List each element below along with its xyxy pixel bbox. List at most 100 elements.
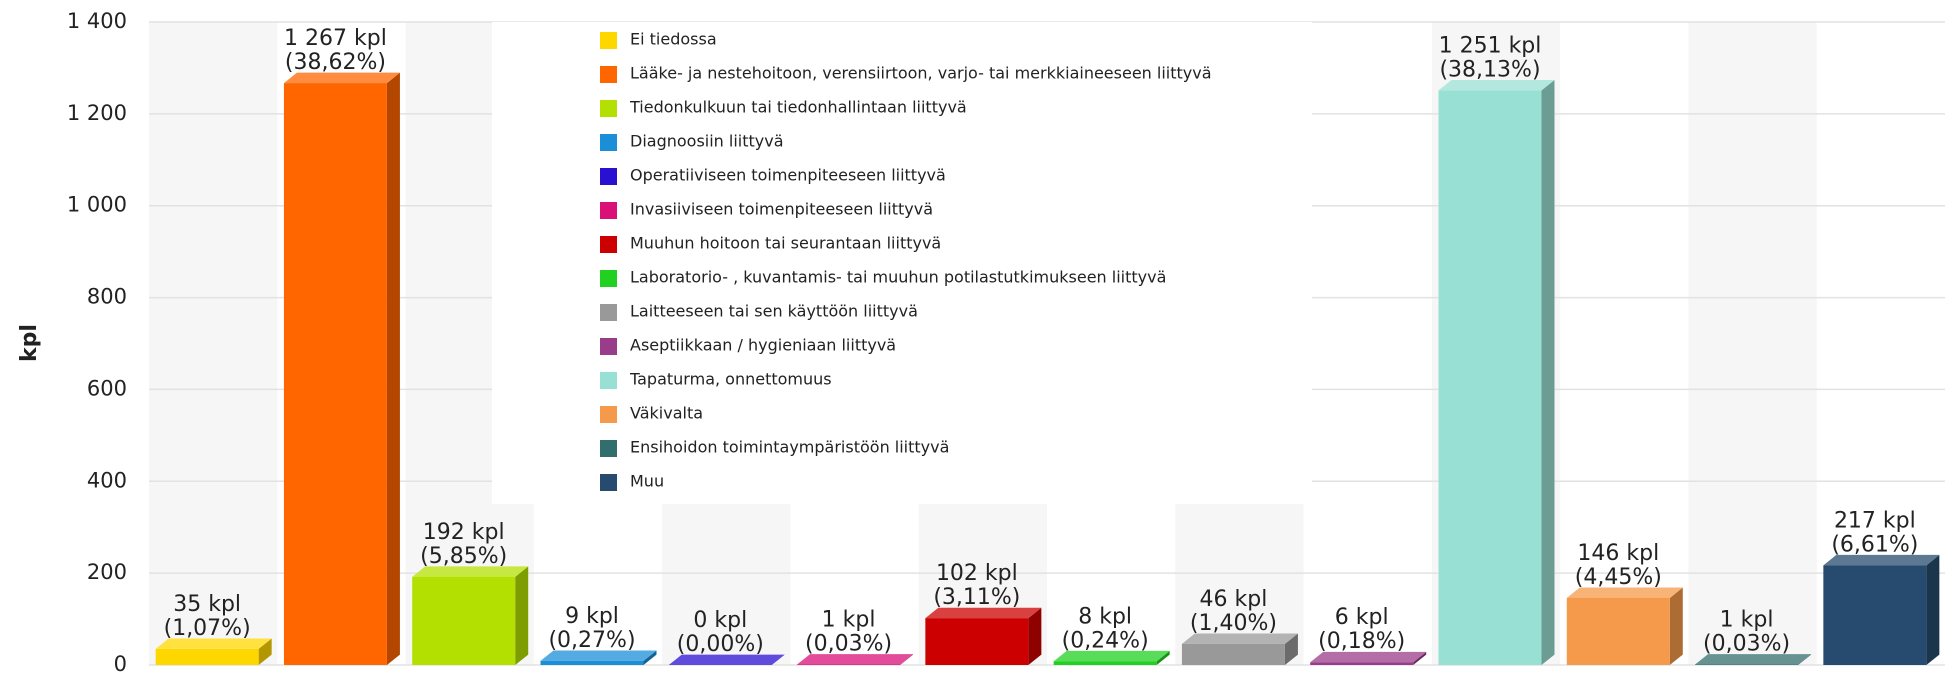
legend-label: Muuhun hoitoon tai seurantaan liittyvä <box>630 234 941 253</box>
y-tick-label: 400 <box>87 468 127 492</box>
data-label: 1 kpl <box>1720 608 1774 633</box>
legend-label: Muu <box>630 472 664 491</box>
y-tick-label: 1 400 <box>67 9 127 33</box>
bar-top <box>1566 587 1683 598</box>
bar-side <box>1156 650 1170 665</box>
data-label: 217 kpl <box>1834 508 1916 533</box>
bar <box>1181 633 1298 665</box>
data-label: 35 kpl <box>173 592 241 617</box>
legend-label: Laboratorio- , kuvantamis- tai muuhun po… <box>630 268 1166 287</box>
y-tick-label: 200 <box>87 560 127 584</box>
bar-front <box>412 576 516 665</box>
bar <box>155 638 272 665</box>
legend-label: Lääke- ja nestehoitoon, verensiirtoon, v… <box>630 64 1212 83</box>
bar-top <box>1695 654 1812 665</box>
bar-side <box>900 654 914 665</box>
bar-top <box>1438 80 1555 91</box>
data-label: 1 251 kpl <box>1439 33 1542 58</box>
bar-side <box>643 650 657 665</box>
bar <box>1053 650 1170 665</box>
bar-side <box>386 72 400 665</box>
legend-swatch <box>600 236 617 253</box>
data-label: 192 kpl <box>423 520 505 545</box>
legend-label: Ei tiedossa <box>630 30 717 49</box>
bar-front <box>155 648 259 665</box>
bar-front <box>1438 90 1542 665</box>
bar-side <box>515 566 529 665</box>
legend-label: Tapaturma, onnettomuus <box>629 370 832 389</box>
bar <box>412 566 529 665</box>
bar <box>1310 651 1427 665</box>
legend-swatch <box>600 66 617 83</box>
bar-top <box>925 607 1042 619</box>
data-label: 0 kpl <box>693 608 747 633</box>
legend-swatch <box>600 32 617 49</box>
data-label: (3,11%) <box>933 585 1020 610</box>
legend-swatch <box>600 134 617 151</box>
legend-swatch <box>600 372 617 389</box>
bar-side <box>258 638 272 665</box>
data-label: (5,85%) <box>420 544 507 569</box>
bar-top <box>1053 650 1170 662</box>
data-label: (0,27%) <box>548 628 635 653</box>
bar <box>283 72 400 665</box>
data-label: (0,03%) <box>1703 632 1790 657</box>
data-label: 1 kpl <box>822 608 876 633</box>
legend-swatch <box>600 270 617 287</box>
data-label: 1 267 kpl <box>284 26 387 51</box>
bar-top <box>797 654 914 665</box>
y-tick-label: 1 000 <box>67 193 127 217</box>
y-tick-label: 0 <box>114 652 127 675</box>
bar <box>797 654 914 665</box>
data-label: 9 kpl <box>565 604 619 629</box>
data-label: (0,03%) <box>805 632 892 657</box>
column-band <box>149 22 278 665</box>
data-label: 102 kpl <box>936 561 1018 586</box>
data-label: (0,00%) <box>677 632 764 657</box>
y-tick-label: 1 200 <box>67 101 127 125</box>
legend-label: Väkivalta <box>630 404 703 423</box>
bar-front <box>540 660 644 665</box>
data-label: (1,40%) <box>1190 611 1277 636</box>
bar <box>540 650 657 665</box>
bar-front <box>1181 643 1285 665</box>
bar-side <box>1028 607 1042 665</box>
legend-label: Invasiiviseen toimenpiteeseen liittyvä <box>630 200 933 219</box>
bar-front <box>1566 597 1670 665</box>
bar-side <box>1413 651 1427 665</box>
data-label: 146 kpl <box>1577 541 1659 566</box>
data-label: (4,45%) <box>1575 565 1662 590</box>
data-label: 46 kpl <box>1200 587 1268 612</box>
legend-label: Operatiiviseen toimenpiteeseen liittyvä <box>630 166 946 185</box>
bar-top <box>155 638 272 649</box>
bar-side <box>1669 587 1683 665</box>
data-label: (38,62%) <box>285 50 386 75</box>
bar-top <box>412 566 529 577</box>
bar-side <box>1284 633 1298 665</box>
bar-side <box>1798 654 1812 665</box>
bar <box>1823 554 1940 665</box>
legend-swatch <box>600 304 617 321</box>
bar <box>1438 80 1555 665</box>
bar-top <box>540 650 657 661</box>
legend-box <box>492 22 1312 504</box>
bar <box>925 607 1042 665</box>
data-label: (6,61%) <box>1831 532 1918 557</box>
legend-label: Ensihoidon toimintaympäristöön liittyvä <box>630 438 949 457</box>
data-label: 6 kpl <box>1335 605 1389 630</box>
bar <box>1695 654 1812 665</box>
legend-label: Aseptiikkaan / hygieniaan liittyvä <box>630 336 896 355</box>
bar-side <box>1541 80 1555 665</box>
data-label: 8 kpl <box>1078 604 1132 629</box>
bar-top <box>1310 651 1427 663</box>
bar-front <box>925 618 1029 665</box>
legend-swatch <box>600 202 617 219</box>
legend-swatch <box>600 168 617 185</box>
bar <box>668 654 785 665</box>
y-tick-label: 600 <box>87 376 127 400</box>
bar-front <box>1053 661 1157 665</box>
bar-top <box>1823 554 1940 566</box>
data-label: (1,07%) <box>164 616 251 641</box>
legend-swatch <box>600 100 617 117</box>
